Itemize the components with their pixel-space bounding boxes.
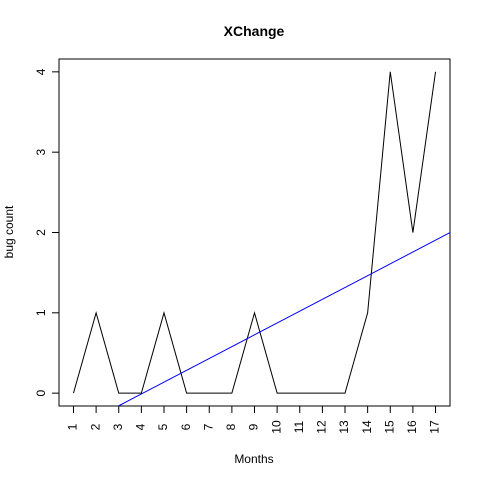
y-tick-label: 3 <box>34 149 48 156</box>
x-tick-label: 15 <box>382 420 396 434</box>
plot-area-frame <box>58 58 451 407</box>
x-tick-label: 14 <box>360 420 374 434</box>
x-tick-label: 7 <box>201 423 215 430</box>
x-tick-label: 6 <box>179 423 193 430</box>
chart-title: XChange <box>224 23 285 39</box>
x-tick-label: 8 <box>224 423 238 430</box>
y-tick-label: 0 <box>34 389 48 396</box>
trend-layer <box>118 232 451 407</box>
series-layer <box>72 71 437 394</box>
x-axis-title: Months <box>234 452 273 466</box>
x-tick-label: 17 <box>428 420 442 434</box>
x-tick-label: 11 <box>292 420 306 433</box>
x-tick-label: 16 <box>405 420 419 434</box>
y-tick-label: 2 <box>34 229 48 236</box>
x-axis: 1 2 3 4 5 6 7 8 9 10 11 12 13 14 15 16 17 <box>66 406 442 434</box>
y-axis-title: bug count <box>2 205 16 258</box>
series-line <box>72 71 437 394</box>
x-tick-label: 10 <box>269 420 283 434</box>
x-tick-label: 13 <box>337 420 351 434</box>
x-tick-label: 3 <box>111 423 125 430</box>
x-tick-label: 1 <box>66 423 80 430</box>
y-axis: 0 1 2 3 4 <box>34 68 59 396</box>
x-tick-label: 9 <box>247 423 261 430</box>
x-tick-label: 5 <box>156 423 170 430</box>
x-tick-label: 2 <box>88 423 102 430</box>
x-tick-label: 4 <box>134 423 148 430</box>
trend-line <box>118 232 451 407</box>
y-tick-label: 1 <box>34 309 48 316</box>
y-tick-label: 4 <box>34 68 48 75</box>
x-tick-label: 12 <box>315 420 329 434</box>
